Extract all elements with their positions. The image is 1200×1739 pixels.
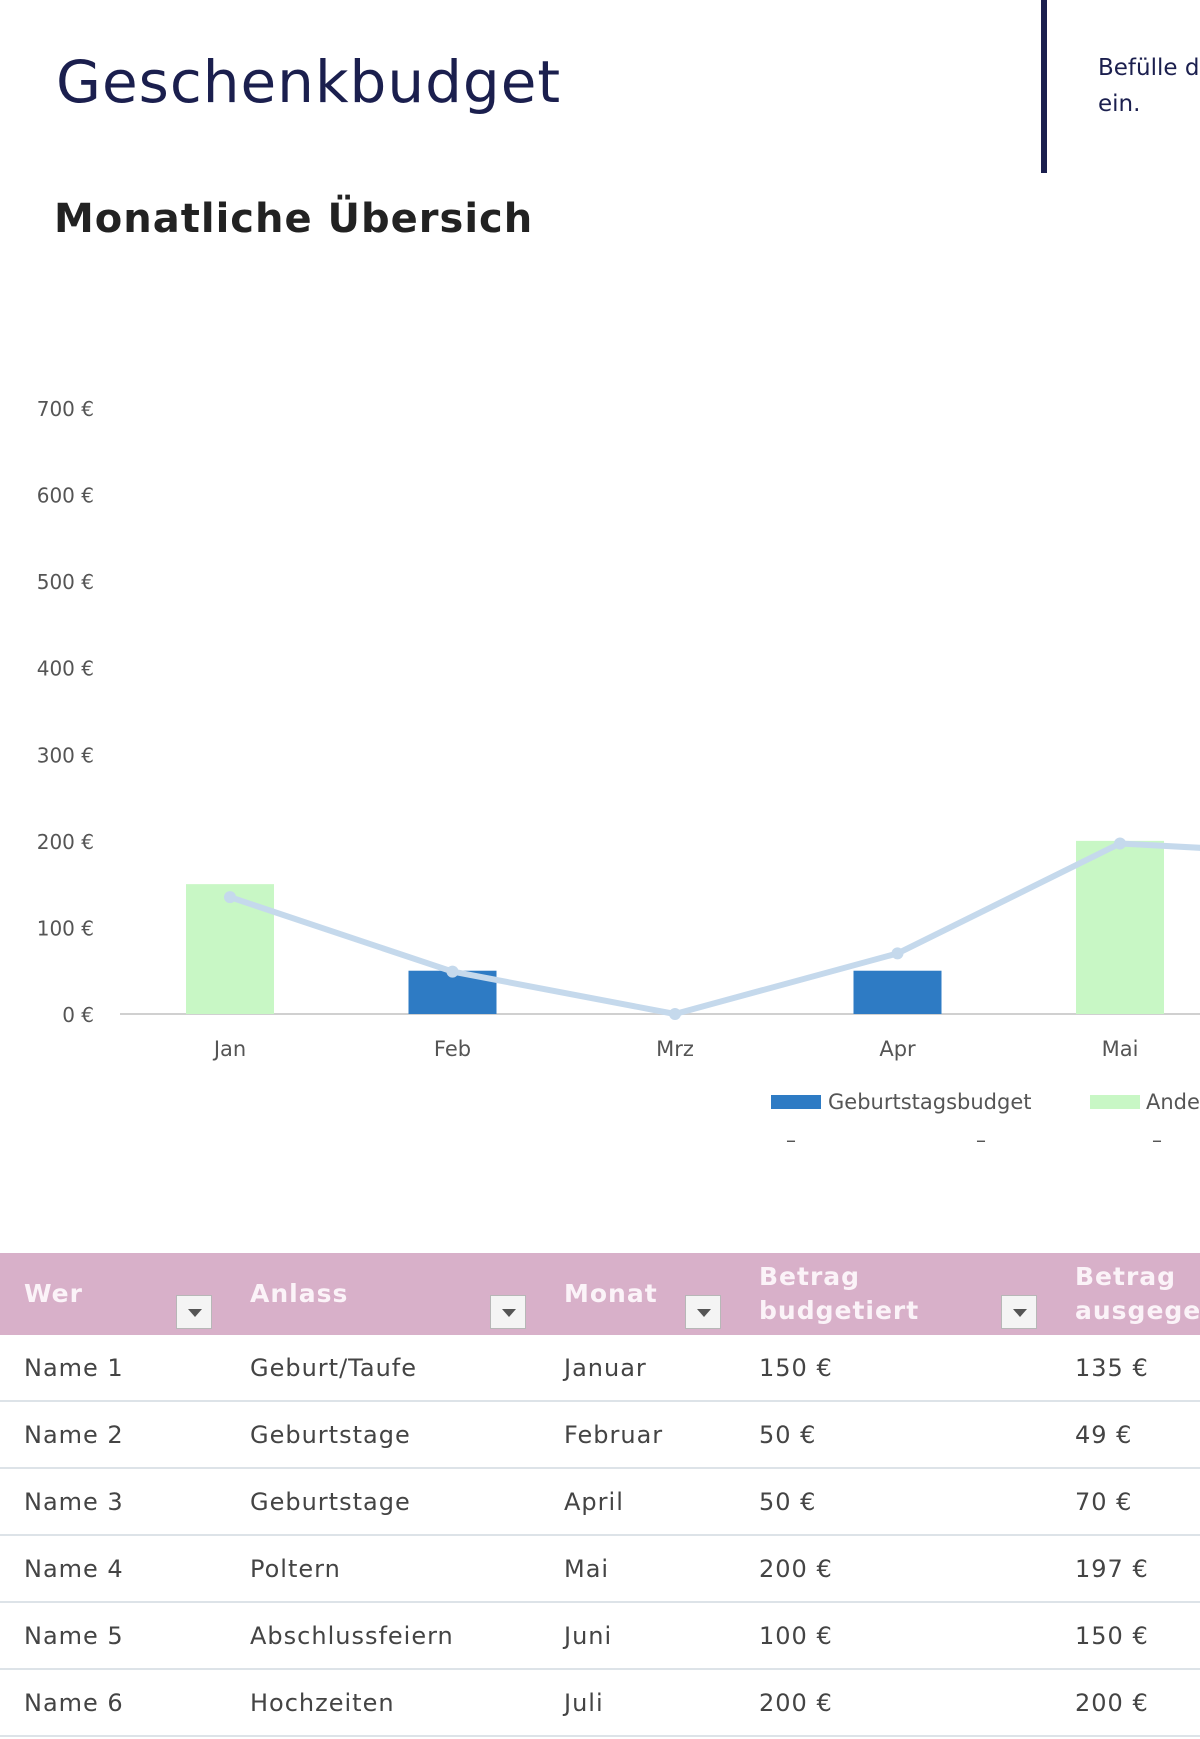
cell-anlass[interactable]: Hochzeiten	[226, 1669, 540, 1737]
page-title: Geschenkbudget	[56, 48, 562, 116]
x-tick-label: Mrz	[656, 1037, 694, 1061]
cell-wer[interactable]: Name 6	[0, 1669, 226, 1737]
y-tick-label: 100 €	[37, 916, 94, 940]
cell-betrag-budgetiert[interactable]: 100 €	[735, 1602, 1051, 1670]
instruction-line-2: ein.	[1098, 91, 1141, 117]
cell-betrag-budgetiert[interactable]: 150 €	[735, 1335, 1051, 1402]
bar-ande-mai	[1076, 840, 1164, 1014]
cell-betrag-ausgegeben[interactable]: 135 €	[1051, 1335, 1200, 1402]
cell-monat[interactable]: Januar	[540, 1335, 735, 1402]
line-point	[669, 1008, 681, 1020]
column-header-label-line2: budgetiert	[759, 1296, 920, 1325]
cell-anlass[interactable]: Geburtstage	[226, 1468, 540, 1536]
line-point	[446, 965, 459, 978]
filter-dropdown-wer[interactable]	[176, 1295, 212, 1329]
column-header-betrag-ausgegeben: Betrag ausgegeb	[1051, 1253, 1200, 1335]
y-tick-label: 500 €	[37, 570, 94, 594]
y-tick-label: 300 €	[37, 743, 94, 767]
filter-dropdown-monat[interactable]	[685, 1295, 721, 1329]
cell-betrag-budgetiert[interactable]: 50 €	[735, 1468, 1051, 1536]
section-title: Monatliche Übersich	[54, 196, 534, 242]
table-header-row: Wer Anlass Monat Betrag budgetiert Betrag ausg…	[0, 1253, 1200, 1335]
column-header-label: Betrag	[1075, 1262, 1177, 1291]
cell-betrag-budgetiert[interactable]: 200 €	[735, 1669, 1051, 1737]
column-header-label: Anlass	[250, 1279, 349, 1308]
legend-label-ande: Ande	[1146, 1090, 1200, 1114]
legend-dash: –	[1152, 1128, 1162, 1152]
x-tick-label: Mai	[1102, 1037, 1139, 1061]
column-header-label: Monat	[564, 1279, 658, 1308]
table-body: Name 1 Geburt/Taufe Januar 150 €135 € Name 2…	[0, 1335, 1200, 1737]
table-row[interactable]: Name 4 Poltern Mai 200 €197 €	[0, 1535, 1200, 1603]
cell-betrag-ausgegeben[interactable]: 70 €	[1051, 1468, 1200, 1536]
column-header-betrag-budgetiert: Betrag budgetiert	[735, 1253, 1051, 1335]
y-tick-label: 400 €	[37, 657, 94, 681]
cell-wer[interactable]: Name 3	[0, 1468, 226, 1536]
series-line	[229, 840, 1200, 1017]
legend-dash: –	[786, 1128, 796, 1152]
cell-wer[interactable]: Name 4	[0, 1535, 226, 1603]
cell-anlass[interactable]: Geburt/Taufe	[226, 1335, 540, 1402]
column-header-wer: Wer	[0, 1253, 226, 1335]
cell-wer[interactable]: Name 5	[0, 1602, 226, 1670]
cell-monat[interactable]: April	[540, 1468, 735, 1536]
y-tick-label: 200 €	[37, 830, 94, 854]
filter-dropdown-betrag-budgetiert[interactable]	[1001, 1295, 1037, 1329]
bar-geburtstagsbudget-apr	[853, 970, 942, 1014]
y-tick-label: 700 €	[37, 397, 94, 421]
column-header-monat: Monat	[540, 1253, 735, 1335]
cell-anlass[interactable]: Geburtstage	[226, 1401, 540, 1469]
y-tick-label: 0 €	[62, 1003, 94, 1027]
cell-betrag-ausgegeben[interactable]: 49 €	[1051, 1401, 1200, 1469]
y-tick-label: 600 €	[37, 484, 94, 508]
instruction-text: Befülle d ein.	[1098, 50, 1200, 122]
cell-betrag-budgetiert[interactable]: 200 €	[735, 1535, 1051, 1603]
line-point	[1114, 837, 1126, 850]
cell-monat[interactable]: Februar	[540, 1401, 735, 1469]
legend-label-geburtstagsbudget: Geburtstagsbudget	[828, 1090, 1031, 1114]
column-header-label-line2: ausgegeb	[1075, 1296, 1200, 1325]
x-tick-label: Apr	[879, 1037, 916, 1061]
cell-wer[interactable]: Name 2	[0, 1401, 226, 1469]
column-header-label: Betrag	[759, 1262, 861, 1291]
cell-anlass[interactable]: Poltern	[226, 1535, 540, 1603]
cell-betrag-ausgegeben[interactable]: 197 €	[1051, 1535, 1200, 1603]
table-row[interactable]: Name 3 Geburtstage April 50 €70 €	[0, 1468, 1200, 1536]
header-divider	[1041, 0, 1047, 173]
cell-monat[interactable]: Juni	[540, 1602, 735, 1670]
x-tick-label: Feb	[434, 1037, 471, 1061]
cell-betrag-budgetiert[interactable]: 50 €	[735, 1401, 1051, 1469]
legend-swatch-geburtstagsbudget	[771, 1095, 821, 1109]
cell-betrag-ausgegeben[interactable]: 150 €	[1051, 1602, 1200, 1670]
instruction-line-1: Befülle d	[1098, 55, 1200, 81]
line-point	[224, 891, 236, 904]
bar-ande-jan	[186, 884, 274, 1014]
column-header-anlass: Anlass	[226, 1253, 540, 1335]
filter-dropdown-anlass[interactable]	[490, 1295, 526, 1329]
budget-table: Wer Anlass Monat Betrag budgetiert Betrag ausg…	[0, 1253, 1200, 1737]
table-row[interactable]: Name 6 Hochzeiten Juli 200 €200 €	[0, 1669, 1200, 1737]
column-header-label: Wer	[24, 1279, 83, 1308]
legend-dash: –	[976, 1128, 986, 1152]
cell-betrag-ausgegeben[interactable]: 200 €	[1051, 1669, 1200, 1737]
cell-anlass[interactable]: Abschlussfeiern	[226, 1602, 540, 1670]
line-point	[891, 947, 904, 960]
legend-swatch-ande	[1090, 1095, 1140, 1109]
cell-monat[interactable]: Juli	[540, 1669, 735, 1737]
cell-wer[interactable]: Name 1	[0, 1335, 226, 1402]
x-tick-label: Jan	[212, 1037, 246, 1061]
table-row[interactable]: Name 2 Geburtstage Februar 50 €49 €	[0, 1401, 1200, 1469]
table-row[interactable]: Name 5 Abschlussfeiern Juni 100 €150 €	[0, 1602, 1200, 1670]
monthly-chart: 0 € 100 € 200 € 300 € 400 € 500 € 600 € 700 € Ja…	[37, 397, 1200, 1152]
cell-monat[interactable]: Mai	[540, 1535, 735, 1603]
table-row[interactable]: Name 1 Geburt/Taufe Januar 150 €135 €	[0, 1335, 1200, 1402]
budget-table-container: Wer Anlass Monat Betrag budgetiert Betrag ausg…	[0, 1253, 1200, 1737]
